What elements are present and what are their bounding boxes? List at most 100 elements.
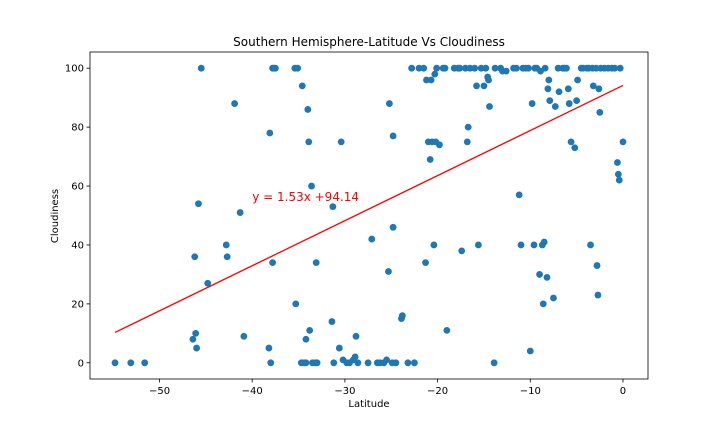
data-point — [383, 356, 391, 364]
data-point — [191, 253, 199, 261]
data-point — [312, 259, 320, 267]
data-point — [540, 238, 548, 246]
y-axis-label: Cloudiness — [50, 189, 61, 243]
data-point — [304, 106, 312, 113]
y-tick-label: 0 — [78, 358, 84, 369]
data-point — [473, 82, 480, 90]
data-point — [480, 82, 488, 90]
data-point — [616, 64, 624, 72]
data-point — [443, 326, 451, 334]
y-tick-label: 20 — [71, 299, 84, 310]
data-point — [431, 70, 439, 78]
data-point — [240, 332, 248, 340]
data-point — [328, 318, 336, 325]
data-point — [236, 209, 244, 216]
data-point — [231, 100, 238, 107]
data-point — [551, 103, 559, 110]
data-point — [305, 138, 313, 146]
data-point — [294, 64, 302, 72]
data-point — [541, 64, 549, 72]
data-point — [398, 312, 406, 320]
data-point — [458, 247, 466, 255]
data-point — [567, 138, 575, 146]
data-point — [512, 64, 520, 72]
data-point — [313, 359, 321, 367]
x-tick-label: −10 — [520, 386, 541, 397]
data-point — [404, 359, 412, 367]
data-point — [463, 138, 471, 146]
data-point — [574, 76, 581, 84]
data-point — [420, 64, 428, 72]
data-point — [528, 100, 536, 107]
data-point — [595, 85, 603, 93]
data-point — [192, 329, 200, 337]
y-axis: 0 20 40 60 80 100 — [65, 64, 90, 369]
data-point — [337, 138, 345, 146]
data-point — [619, 138, 627, 146]
x-tick-label: −30 — [334, 386, 355, 397]
data-point — [471, 64, 479, 72]
data-point — [539, 300, 547, 308]
data-point — [223, 253, 231, 261]
data-point — [563, 64, 570, 72]
data-point — [265, 344, 273, 352]
data-point — [564, 85, 572, 93]
data-point — [189, 335, 197, 343]
data-point — [543, 273, 551, 281]
x-tick-label: 0 — [620, 386, 626, 397]
data-point — [222, 241, 230, 249]
data-point — [596, 108, 604, 116]
data-point — [330, 359, 338, 367]
data-point — [335, 344, 343, 352]
data-point — [611, 64, 619, 72]
data-point — [306, 326, 314, 334]
data-point — [544, 85, 552, 93]
data-point — [193, 344, 200, 352]
data-point — [436, 141, 443, 149]
data-point — [536, 271, 543, 278]
data-point — [385, 268, 392, 275]
data-point — [589, 82, 597, 90]
data-point — [392, 359, 400, 367]
data-point — [195, 200, 202, 208]
regression-equation: y = 1.53x +94.14 — [252, 190, 359, 204]
data-point — [427, 76, 435, 84]
data-point — [546, 97, 554, 105]
x-tick-label: −40 — [242, 386, 263, 397]
data-point — [456, 64, 464, 72]
data-point — [555, 88, 563, 96]
data-point — [408, 64, 416, 72]
data-point — [302, 335, 310, 343]
data-point — [482, 64, 490, 72]
data-point — [411, 359, 418, 367]
data-point — [364, 359, 372, 367]
data-point — [485, 76, 492, 84]
data-point — [545, 76, 553, 84]
data-point — [614, 159, 621, 166]
data-point — [204, 279, 212, 287]
data-point — [486, 103, 493, 110]
data-point — [474, 241, 482, 249]
data-point — [292, 300, 300, 308]
data-point — [525, 64, 532, 72]
y-tick-label: 40 — [71, 240, 84, 251]
data-point — [351, 353, 359, 361]
data-point — [302, 359, 310, 367]
data-point — [490, 359, 498, 367]
chart-title: Southern Hemisphere-Latitude Vs Cloudine… — [233, 35, 505, 49]
data-point — [267, 359, 275, 367]
data-point — [491, 64, 499, 72]
data-point — [298, 82, 306, 90]
data-point — [368, 235, 376, 243]
data-point — [614, 170, 622, 178]
y-tick-label: 80 — [71, 123, 84, 134]
data-point — [441, 64, 449, 72]
data-point — [565, 100, 573, 107]
x-tick-label: −20 — [427, 386, 448, 397]
data-point — [308, 182, 315, 190]
y-tick-label: 100 — [65, 64, 84, 75]
data-point — [594, 291, 602, 299]
data-point — [517, 241, 525, 249]
data-point — [571, 144, 579, 152]
